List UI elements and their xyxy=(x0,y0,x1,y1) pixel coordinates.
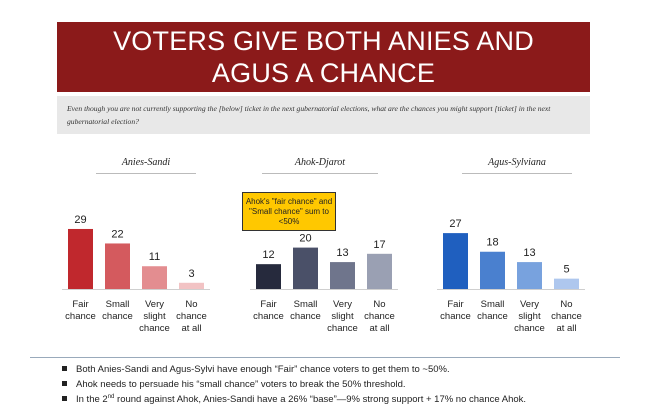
bullet-icon xyxy=(62,381,67,386)
bar-agus-sylviana-3 xyxy=(517,262,542,289)
bar-agus-sylviana-2 xyxy=(480,251,505,289)
category-label: Fair chance xyxy=(253,299,284,322)
data-label: 29 xyxy=(74,214,86,226)
data-label: 12 xyxy=(262,249,274,261)
category-label: Fair chance xyxy=(440,299,471,322)
category-label: Small chance xyxy=(477,299,508,322)
page-title: VOTERS GIVE BOTH ANIES AND AGUS A CHANCE xyxy=(113,26,534,88)
data-label: 18 xyxy=(486,237,498,249)
data-label: 13 xyxy=(336,247,348,259)
data-label: 13 xyxy=(523,247,535,259)
callout-text: Ahok's "fair chance" and "Small chance" … xyxy=(245,196,333,226)
bar-anies-sandi-2 xyxy=(105,243,130,289)
category-label: Very slight chance xyxy=(139,299,170,334)
panel-title-ahok-djarot: Ahok-Djarot xyxy=(294,157,346,168)
panel-title-underline xyxy=(96,173,196,174)
panel-title-agus-sylviana: Agus-Sylviana xyxy=(488,157,546,168)
divider xyxy=(30,357,620,358)
bar-agus-sylviana-1 xyxy=(443,233,468,289)
category-label: No chance at all xyxy=(176,299,207,334)
bar-ahok-djarot-2 xyxy=(293,247,318,289)
title-banner: VOTERS GIVE BOTH ANIES AND AGUS A CHANCE xyxy=(57,22,590,92)
question-box: Even though you are not currently suppor… xyxy=(57,96,590,134)
panel-title-underline xyxy=(262,173,378,174)
bar-agus-sylviana-4 xyxy=(554,278,579,289)
bar-ahok-djarot-1 xyxy=(256,264,281,289)
bullet-icon xyxy=(62,396,67,401)
bullet-list: Both Anies-Sandi and Agus-Sylvi have eno… xyxy=(62,362,632,407)
data-label: 22 xyxy=(111,228,123,240)
callout-box: Ahok's "fair chance" and "Small chance" … xyxy=(242,192,336,231)
category-label: Very slight chance xyxy=(514,299,545,334)
category-label: No chance at all xyxy=(551,299,582,334)
bullet-item: Ahok needs to persuade his “small chance… xyxy=(62,377,632,392)
data-label: 5 xyxy=(563,264,569,276)
survey-question: Even though you are not currently suppor… xyxy=(67,104,551,126)
panel-title-underline xyxy=(462,173,572,174)
category-label: No chance at all xyxy=(364,299,395,334)
bar-anies-sandi-1 xyxy=(68,228,93,289)
bullet-item: In the 2nd round against Ahok, Anies-San… xyxy=(62,392,632,407)
data-label: 3 xyxy=(188,268,194,280)
bar-ahok-djarot-3 xyxy=(330,262,355,289)
category-label: Very slight chance xyxy=(327,299,358,334)
category-label: Small chance xyxy=(102,299,133,322)
category-label: Small chance xyxy=(290,299,321,322)
bar-anies-sandi-4 xyxy=(179,282,204,289)
data-label: 20 xyxy=(299,233,311,245)
bullet-icon xyxy=(62,366,67,371)
data-label: 11 xyxy=(149,251,160,263)
category-label: Fair chance xyxy=(65,299,96,322)
data-label: 17 xyxy=(373,239,385,251)
bullet-item: Both Anies-Sandi and Agus-Sylvi have eno… xyxy=(62,362,632,377)
panel-title-anies-sandi: Anies-Sandi xyxy=(121,157,171,168)
bar-anies-sandi-3 xyxy=(142,266,167,289)
chart-area: 29 Fair chance 22 Small chance 11 Very slight cha… xyxy=(62,214,585,334)
data-label: 27 xyxy=(449,218,461,230)
bar-ahok-djarot-4 xyxy=(367,253,392,289)
